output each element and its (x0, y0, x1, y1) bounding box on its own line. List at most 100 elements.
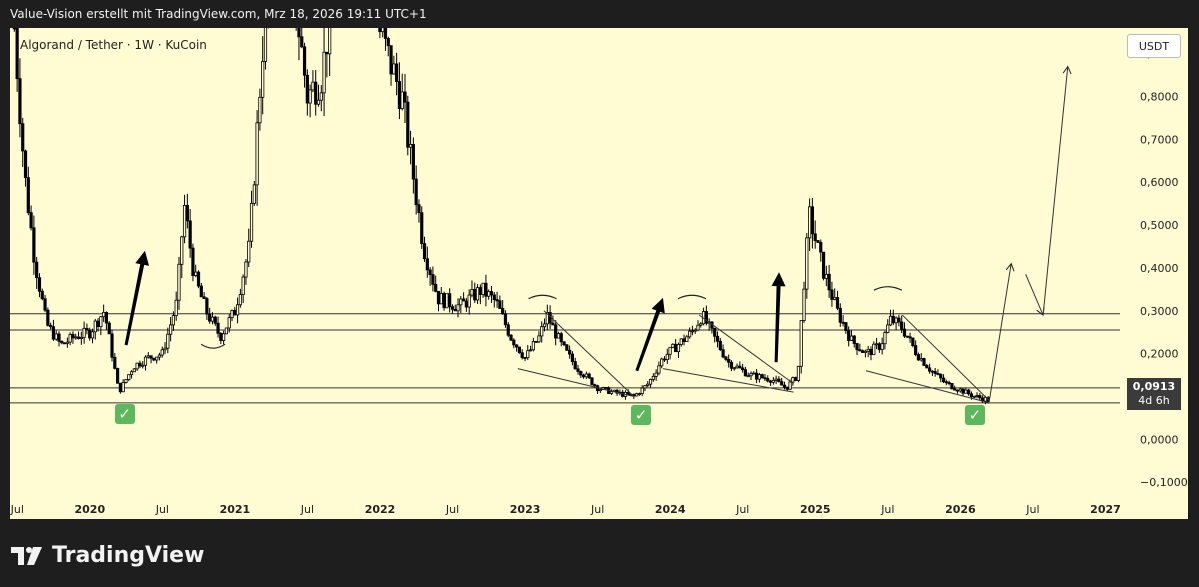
candle-body (35, 261, 39, 279)
candle-body (531, 341, 535, 351)
candle-body (936, 373, 940, 375)
candle-body (71, 334, 75, 339)
candle-body (699, 323, 703, 326)
candle-body (378, 28, 382, 33)
candle-body (635, 393, 639, 397)
candle-body (129, 371, 134, 376)
candle-body (442, 293, 446, 309)
candle-body (180, 236, 184, 265)
candle-body (258, 96, 262, 124)
candle-body (676, 344, 681, 353)
candle-body (922, 358, 926, 366)
candle-body (414, 178, 418, 206)
candle-body (646, 383, 650, 386)
bar-countdown: 4d 6h (1138, 394, 1170, 407)
candle-body (570, 353, 575, 363)
candle-body (654, 372, 658, 377)
chart-area[interactable]: 0,90000,80000,70000,60000,50000,40000,30… (10, 28, 1188, 519)
candle-body (76, 336, 81, 339)
candle-body (930, 370, 934, 373)
candle-body (847, 330, 851, 341)
checkmark-icon: ✓ (964, 405, 985, 426)
candle-body (132, 368, 136, 373)
candle-body (316, 99, 321, 105)
candle-body (199, 285, 203, 298)
bold-up-arrow-1 (635, 297, 665, 372)
candle-body (855, 343, 859, 351)
candle-body (417, 204, 421, 214)
candle-body (62, 342, 67, 345)
candle-body (696, 324, 700, 331)
y-tick-label: 0,3000 (1140, 305, 1179, 318)
candle-body (537, 335, 541, 343)
candle-body (852, 335, 856, 344)
candle-body (830, 289, 834, 300)
checkmark-icon: ✓ (631, 405, 652, 426)
candle-body (844, 322, 848, 332)
candle-body (693, 329, 697, 332)
candle-body (51, 326, 56, 340)
candle-body (660, 358, 664, 367)
x-tick-label: Jul (590, 503, 604, 516)
x-tick-label: 2023 (510, 503, 541, 516)
candle-body (648, 379, 653, 385)
candle-body (900, 321, 904, 330)
candle-body (869, 348, 873, 356)
candle-body (746, 375, 750, 378)
candle-body (127, 374, 131, 380)
candle-body (65, 341, 69, 344)
candle-body (905, 335, 909, 338)
triangle-lower-line-2 (865, 370, 990, 404)
candle-body (314, 81, 318, 105)
candle-body (235, 304, 240, 316)
projection-target-arrow (1042, 65, 1072, 316)
candle-body (556, 333, 561, 339)
candle-body (877, 343, 881, 350)
candle-body (492, 294, 496, 301)
candle-body (143, 356, 148, 366)
candle-body (662, 358, 667, 361)
candle-body (445, 293, 449, 309)
last-price-tag: 0,0913 4d 6h (1127, 378, 1181, 410)
candle-body (780, 381, 784, 386)
candle-body (54, 333, 58, 340)
candle-body (554, 324, 558, 339)
candle-body (587, 373, 591, 379)
candle-body (188, 220, 192, 249)
candle-body (263, 28, 268, 62)
y-tick-label: 0,5000 (1140, 219, 1179, 232)
currency-button[interactable]: USDT (1127, 34, 1181, 58)
candle-body (861, 350, 865, 353)
candle-body (967, 389, 971, 395)
y-tick-label: 0,8000 (1140, 91, 1179, 104)
candle-body (383, 28, 388, 39)
candle-body (40, 290, 44, 300)
x-tick-label: Jul (300, 503, 314, 516)
x-tick-label: 2025 (800, 503, 831, 516)
price-chart[interactable]: 0,90000,80000,70000,60000,50000,40000,30… (10, 28, 1188, 519)
candle-body (82, 327, 86, 338)
candle-body (523, 357, 527, 359)
candle-body (581, 374, 586, 378)
candle-body (540, 326, 544, 337)
candle-body (238, 294, 242, 306)
candle-body (816, 240, 820, 243)
triangle-upper-line-2 (902, 314, 990, 402)
candle-body (191, 247, 195, 276)
candle-body (688, 330, 692, 338)
candle-body (473, 289, 477, 301)
candle-body (400, 91, 404, 109)
x-tick-label: 2027 (1090, 503, 1121, 516)
candle-body (704, 311, 708, 324)
candle-body (562, 341, 566, 346)
candle-body (431, 274, 435, 285)
y-tick-label: −0,1000 (1140, 476, 1188, 489)
candle-body (319, 92, 323, 101)
candle-body (124, 379, 128, 383)
candle-body (685, 336, 689, 342)
candle-body (216, 322, 220, 334)
candle-body (598, 389, 602, 392)
candle-body (872, 343, 876, 356)
tradingview-logo[interactable]: TradingView (10, 540, 204, 570)
candle-body (88, 329, 92, 339)
